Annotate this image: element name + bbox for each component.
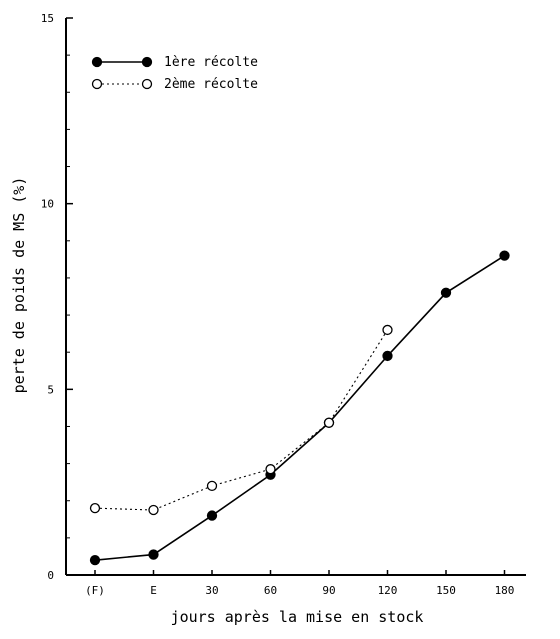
y-tick-label: 10 — [41, 198, 54, 211]
ticks: 0 5 10 15 (F) E 30 60 90 120 150 180 — [41, 12, 515, 597]
y-axis-label: perte de poids de MS (%) — [10, 177, 28, 394]
legend-marker-filled — [141, 56, 153, 68]
y-tick-label: 5 — [47, 383, 54, 396]
x-axis-label: jours après la mise en stock — [171, 608, 424, 626]
legend-label-1: 1ère récolte — [164, 55, 258, 70]
legend-label-2: 2ème récolte — [164, 77, 258, 92]
x-tick-label: 120 — [378, 584, 398, 597]
legend-marker-open — [91, 78, 103, 90]
data-point-filled — [499, 250, 510, 261]
x-tick-label: 60 — [264, 584, 277, 597]
data-point-open — [382, 324, 393, 336]
legend: 1ère récolte 2ème récolte — [91, 55, 258, 92]
data-point-open — [265, 464, 276, 475]
legend-marker-open — [141, 78, 153, 90]
legend-marker-filled — [91, 56, 103, 68]
series-line-2 — [94, 329, 388, 511]
data-point-filled — [89, 554, 101, 566]
series-line-1 — [94, 254, 505, 561]
data-point-filled — [148, 549, 159, 560]
data-point-filled — [440, 287, 452, 298]
data-point-open — [206, 480, 218, 492]
y-tick-label: 0 — [47, 569, 54, 582]
x-tick-label: E — [150, 584, 157, 597]
data-point-filled — [382, 350, 393, 362]
data-point-open — [148, 504, 159, 516]
x-tick-label: 180 — [495, 584, 515, 597]
x-tick-label: 150 — [436, 584, 456, 597]
series-layer — [89, 250, 510, 566]
data-point-open — [323, 417, 335, 428]
data-point-filled — [206, 510, 218, 521]
x-tick-label: (F) — [85, 584, 105, 597]
y-tick-label: 15 — [41, 12, 54, 25]
x-tick-label: 30 — [205, 584, 218, 597]
data-point-open — [89, 503, 101, 514]
axes — [65, 18, 526, 576]
x-tick-label: 90 — [322, 584, 335, 597]
